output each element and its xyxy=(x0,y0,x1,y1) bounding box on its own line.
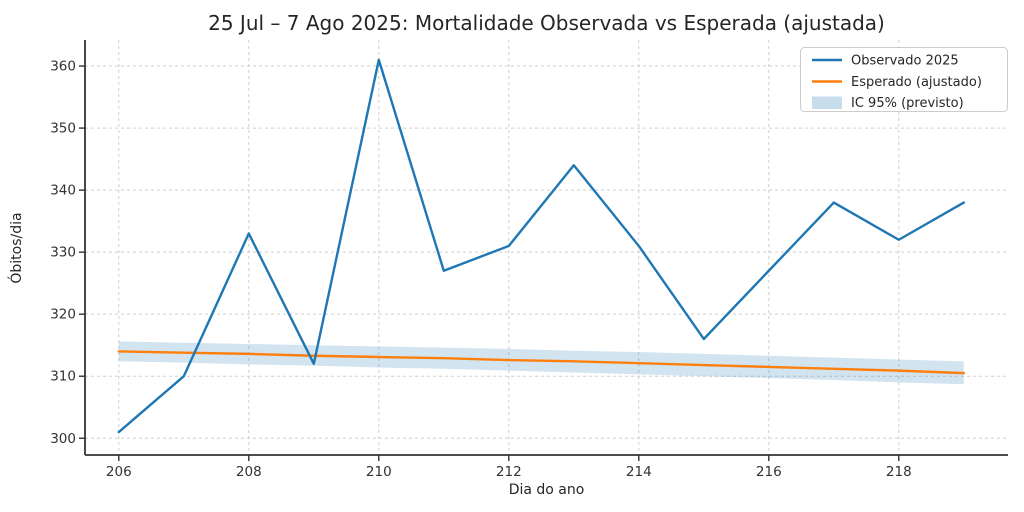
y-tick-label: 320 xyxy=(50,307,76,323)
y-tick-label: 360 xyxy=(50,59,76,75)
y-tick-label: 310 xyxy=(50,369,76,385)
x-tick-label: 208 xyxy=(236,464,262,480)
y-tick-label: 350 xyxy=(50,121,76,137)
y-tick-label: 340 xyxy=(50,183,76,199)
chart-title: 25 Jul – 7 Ago 2025: Mortalidade Observa… xyxy=(208,11,885,35)
x-tick-label: 218 xyxy=(886,464,912,480)
legend: Observado 2025 Esperado (ajustado) IC 95… xyxy=(800,47,1008,112)
y-tick-label: 300 xyxy=(50,431,76,447)
axes: 300 310 320 330 340 350 360 206 208 210 212 214 216 2… xyxy=(50,40,1008,480)
x-axis-label: Dia do ano xyxy=(509,482,585,498)
x-tick-label: 210 xyxy=(366,464,392,480)
legend-box xyxy=(800,47,1008,112)
ci-95-band xyxy=(118,341,964,385)
confidence-band xyxy=(118,341,964,385)
x-tick-label: 216 xyxy=(756,464,782,480)
observado-line xyxy=(117,58,965,434)
y-tick-label: 330 xyxy=(50,245,76,261)
y-axis-label: Óbitos/dia xyxy=(7,212,25,283)
esperado-line xyxy=(117,350,965,375)
x-tick-label: 212 xyxy=(496,464,522,480)
legend-label-observado: Observado 2025 xyxy=(851,54,959,69)
legend-label-ci: IC 95% (previsto) xyxy=(851,96,964,111)
x-tick-label: 214 xyxy=(626,464,652,480)
legend-swatch-ci-band xyxy=(812,96,842,109)
series-lines xyxy=(117,58,965,434)
x-tick-label: 206 xyxy=(106,464,132,480)
legend-label-esperado: Esperado (ajustado) xyxy=(851,75,982,90)
